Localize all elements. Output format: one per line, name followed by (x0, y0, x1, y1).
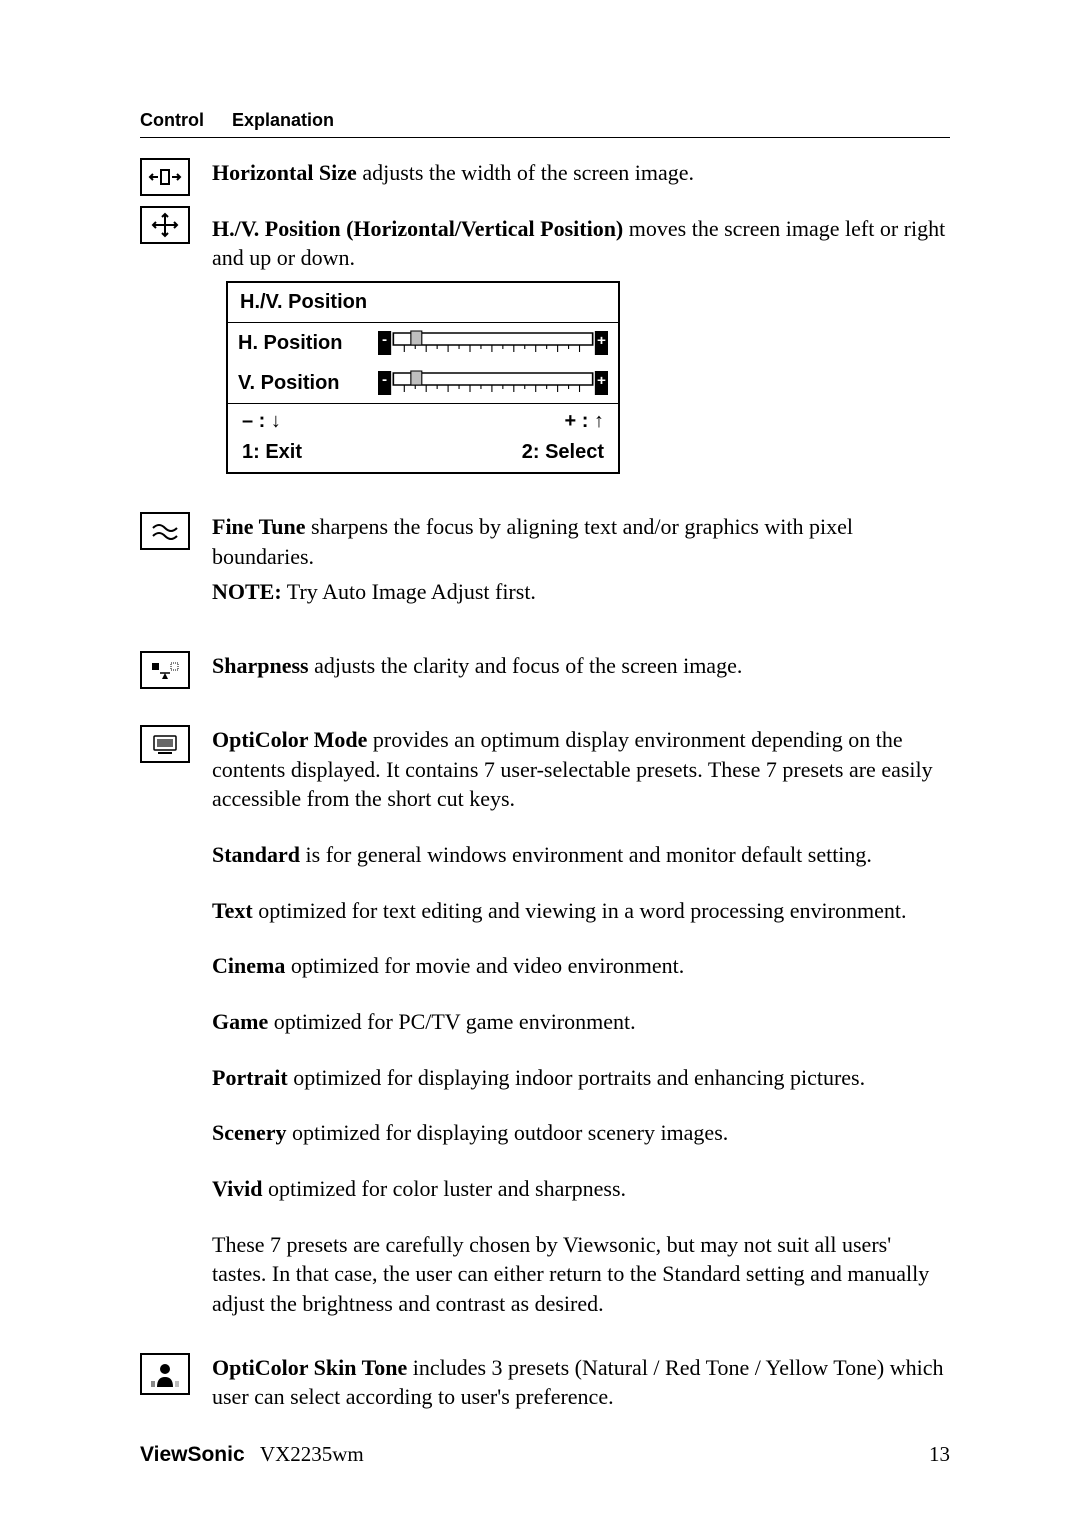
text-column: Horizontal Size adjusts the width of the… (212, 158, 950, 494)
finetune-text: Fine Tune sharpens the focus by aligning… (212, 512, 950, 571)
osd-footer: 1: Exit 2: Select (228, 437, 618, 472)
osd-v-label: V. Position (238, 370, 378, 397)
preset-game: Game optimized for PC/TV game environmen… (212, 1007, 950, 1037)
preset-scenery-desc: optimized for displaying outdoor scenery… (287, 1120, 729, 1145)
finetune-note: NOTE: Try Auto Image Adjust first. (212, 577, 950, 607)
preset-scenery: Scenery optimized for displaying outdoor… (212, 1118, 950, 1148)
opticolor-icon (140, 725, 190, 763)
svg-text:-: - (382, 373, 387, 388)
osd-minus: – : ↓ (242, 408, 281, 435)
preset-game-title: Game (212, 1009, 268, 1034)
sharpness-title: Sharpness (212, 653, 309, 678)
skintone-text: OptiColor Skin Tone includes 3 presets (… (212, 1353, 950, 1412)
sharpness-desc: adjusts the clarity and focus of the scr… (309, 653, 743, 678)
footer-brand: ViewSonic (140, 1443, 245, 1466)
hvpos-text: H./V. Position (Horizontal/Vertical Posi… (212, 214, 950, 273)
table-header: Control Explanation (140, 110, 950, 138)
preset-note: These 7 presets are carefully chosen by … (212, 1230, 950, 1319)
row-finetune: Fine Tune sharpens the focus by aligning… (140, 512, 950, 633)
preset-portrait-title: Portrait (212, 1065, 288, 1090)
finetune-title: Fine Tune (212, 514, 306, 539)
osd-row-v: V. Position - + (228, 363, 618, 403)
sharpness-icon (140, 651, 190, 689)
osd-select: 2: Select (522, 439, 604, 466)
finetune-note-label: NOTE: (212, 579, 282, 604)
sharpness-text: Sharpness adjusts the clarity and focus … (212, 651, 950, 681)
footer-left: ViewSonic VX2235wm (140, 1442, 364, 1467)
osd-dialog: H./V. Position H. Position - + (226, 281, 620, 474)
svg-text:+: + (597, 334, 606, 349)
preset-standard: Standard is for general windows environm… (212, 840, 950, 870)
osd-v-slider: - + (378, 369, 608, 397)
preset-vivid-desc: optimized for color luster and sharpness… (263, 1176, 627, 1201)
osd-h-slider: - + (378, 329, 608, 357)
osd-exit: 1: Exit (242, 439, 302, 466)
preset-cinema-desc: optimized for movie and video environmen… (285, 953, 684, 978)
row-skintone: OptiColor Skin Tone includes 3 presets (… (140, 1353, 950, 1438)
preset-vivid-title: Vivid (212, 1176, 263, 1201)
preset-text-title: Text (212, 898, 253, 923)
hsize-text: Horizontal Size adjusts the width of the… (212, 158, 950, 188)
preset-text-desc: optimized for text editing and viewing i… (253, 898, 907, 923)
hv-position-icon (140, 206, 190, 244)
osd-title: H./V. Position (228, 283, 618, 323)
preset-text: Text optimized for text editing and view… (212, 896, 950, 926)
icon-column (140, 158, 212, 254)
preset-vivid: Vivid optimized for color luster and sha… (212, 1174, 950, 1204)
svg-text:+: + (597, 374, 606, 389)
preset-game-desc: optimized for PC/TV game environment. (268, 1009, 635, 1034)
preset-scenery-title: Scenery (212, 1120, 287, 1145)
header-explanation: Explanation (232, 110, 334, 131)
skintone-title: OptiColor Skin Tone (212, 1355, 407, 1380)
footer-page-number: 13 (929, 1442, 950, 1467)
preset-cinema: Cinema optimized for movie and video env… (212, 951, 950, 981)
osd-plus: + : ↑ (565, 408, 604, 435)
preset-portrait-desc: optimized for displaying indoor portrait… (288, 1065, 865, 1090)
opticolor-text: OptiColor Mode provides an optimum displ… (212, 725, 950, 814)
hsize-title: Horizontal Size (212, 160, 357, 185)
finetune-desc: sharpens the focus by aligning text and/… (212, 514, 853, 569)
osd-h-label: H. Position (238, 330, 378, 357)
osd-controls: – : ↓ + : ↑ (228, 403, 618, 437)
osd-row-h: H. Position - + (228, 323, 618, 363)
row-sharpness: Sharpness adjusts the clarity and focus … (140, 651, 950, 707)
opticolor-title: OptiColor Mode (212, 727, 367, 752)
hvpos-title: H./V. Position (Horizontal/Vertical Posi… (212, 216, 623, 241)
header-control: Control (140, 110, 204, 131)
hsize-desc: adjusts the width of the screen image. (357, 160, 694, 185)
page-footer: ViewSonic VX2235wm 13 (140, 1442, 950, 1467)
svg-text:-: - (382, 333, 387, 348)
row-opticolor: OptiColor Mode provides an optimum displ… (140, 725, 950, 1345)
finetune-note-text: Try Auto Image Adjust first. (282, 579, 536, 604)
page: Control Explanation (0, 0, 1080, 1527)
horizontal-size-icon (140, 158, 190, 196)
preset-standard-desc: is for general windows environment and m… (300, 842, 872, 867)
row-hsize-hvpos: Horizontal Size adjusts the width of the… (140, 158, 950, 494)
content: Horizontal Size adjusts the width of the… (140, 158, 950, 1456)
finetune-icon (140, 512, 190, 550)
skintone-icon (140, 1353, 190, 1395)
footer-model: VX2235wm (260, 1442, 364, 1466)
preset-portrait: Portrait optimized for displaying indoor… (212, 1063, 950, 1093)
preset-cinema-title: Cinema (212, 953, 285, 978)
preset-standard-title: Standard (212, 842, 300, 867)
